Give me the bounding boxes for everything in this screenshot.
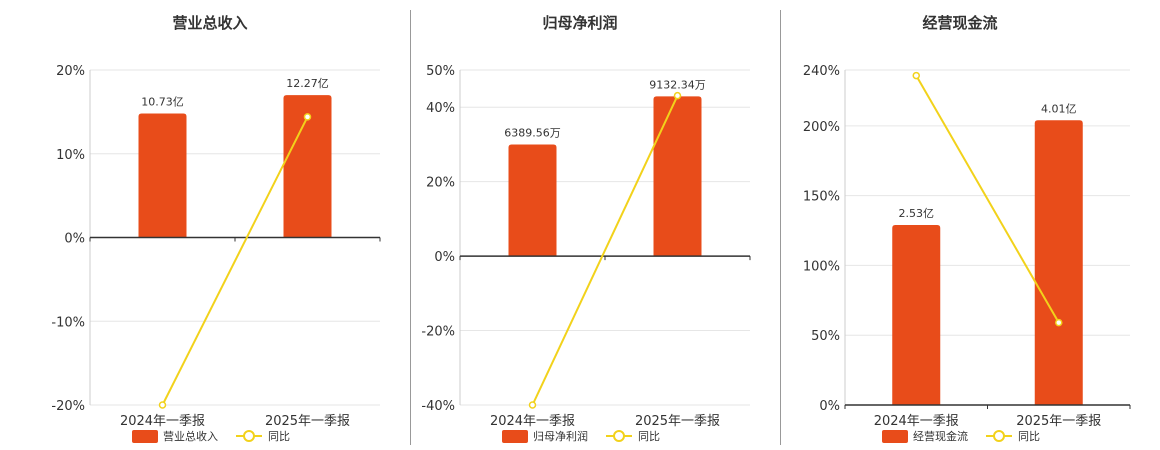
x-category-label: 2024年一季报 bbox=[874, 414, 959, 429]
y-tick-label: 20% bbox=[426, 176, 455, 191]
bar bbox=[138, 113, 187, 238]
bar-data-label: 4.01亿 bbox=[1041, 102, 1077, 115]
legend-bar-label: 归母净利润 bbox=[533, 429, 588, 443]
chart-title: 营业总收入 bbox=[172, 14, 247, 32]
yoy-point bbox=[673, 91, 682, 100]
y-tick-label: 150% bbox=[803, 190, 840, 205]
yoy-point bbox=[912, 71, 920, 80]
legend-line-label: 同比 bbox=[268, 430, 290, 443]
y-tick-label: 200% bbox=[803, 120, 840, 135]
y-tick-label: 240% bbox=[803, 64, 840, 79]
legend-line-label: 同比 bbox=[1018, 430, 1040, 443]
legend-bar-label: 营业总收入 bbox=[163, 429, 218, 443]
y-tick-label: -20% bbox=[421, 325, 455, 340]
legend-bar-swatch bbox=[132, 430, 158, 443]
net-profit-chart: 归母净利润 50% 40% 20% 0% -20% -40% 6389.56万 2024年一季报… bbox=[421, 14, 751, 443]
y-tick-label: 40% bbox=[426, 101, 455, 116]
x-category-label: 2025年一季报 bbox=[265, 414, 350, 429]
y-tick-label: 10% bbox=[56, 148, 85, 163]
legend-line-marker bbox=[993, 430, 1005, 442]
y-tick-label: 50% bbox=[811, 329, 840, 344]
cash-flow-chart: 经营现金流 240% 200% 150% 100% 50% 0% 2.53亿 2024年一季报 4… bbox=[803, 14, 1131, 443]
chart-panel-cash-flow: 经营现金流 240% 200% 150% 100% 50% 0% 2.53亿 2024年一季报 4… bbox=[740, 0, 1131, 450]
bar-data-label: 2.53亿 bbox=[899, 207, 935, 220]
chart-panel-revenue: 营业总收入 20% 10% 0% -10% -20% 10.73亿 2024年一季报 12.27… bbox=[0, 0, 381, 450]
legend-bar-swatch bbox=[882, 430, 908, 443]
revenue-chart: 营业总收入 20% 10% 0% -10% -20% 10.73亿 2024年一季报 12.27… bbox=[51, 14, 381, 443]
bar-data-label: 9132.34万 bbox=[649, 78, 706, 91]
y-tick-label: -40% bbox=[421, 399, 455, 414]
y-tick-label: 20% bbox=[56, 64, 85, 79]
yoy-point bbox=[528, 401, 537, 409]
x-category-label: 2025年一季报 bbox=[1016, 414, 1101, 429]
y-tick-label: -20% bbox=[51, 399, 85, 414]
yoy-line bbox=[531, 95, 679, 406]
chart-title: 归母净利润 bbox=[542, 14, 617, 32]
bar bbox=[1034, 120, 1083, 405]
chart-panel-net-profit: 归母净利润 50% 40% 20% 0% -20% -40% 6389.56万 2024年一季报… bbox=[370, 0, 751, 450]
yoy-line bbox=[915, 75, 1060, 324]
x-category-label: 2024年一季报 bbox=[490, 414, 575, 429]
bar-data-label: 12.27亿 bbox=[286, 77, 329, 90]
yoy-point bbox=[158, 401, 167, 409]
y-tick-label: 0% bbox=[434, 250, 455, 265]
bar bbox=[653, 96, 702, 257]
y-tick-label: -10% bbox=[51, 315, 85, 330]
x-category-label: 2025年一季报 bbox=[635, 414, 720, 429]
x-category-label: 2024年一季报 bbox=[120, 414, 205, 429]
legend-bar-label: 经营现金流 bbox=[913, 429, 968, 443]
panel-divider bbox=[780, 10, 781, 445]
bar bbox=[283, 95, 332, 238]
legend-bar-swatch bbox=[502, 430, 528, 443]
panel-divider bbox=[410, 10, 411, 445]
legend-line-marker bbox=[613, 430, 625, 442]
y-tick-label: 50% bbox=[426, 64, 455, 79]
yoy-point bbox=[1055, 318, 1063, 327]
y-tick-label: 0% bbox=[819, 399, 840, 414]
legend-line-marker bbox=[243, 430, 255, 442]
legend-line-label: 同比 bbox=[638, 430, 660, 443]
yoy-line bbox=[161, 116, 309, 406]
y-tick-label: 0% bbox=[64, 232, 85, 247]
bar bbox=[508, 144, 557, 257]
yoy-point bbox=[303, 113, 312, 121]
y-tick-label: 100% bbox=[803, 259, 840, 274]
bar-data-label: 10.73亿 bbox=[141, 96, 184, 109]
chart-title: 经营现金流 bbox=[922, 14, 997, 32]
bar bbox=[892, 224, 941, 405]
bar-data-label: 6389.56万 bbox=[504, 126, 561, 139]
